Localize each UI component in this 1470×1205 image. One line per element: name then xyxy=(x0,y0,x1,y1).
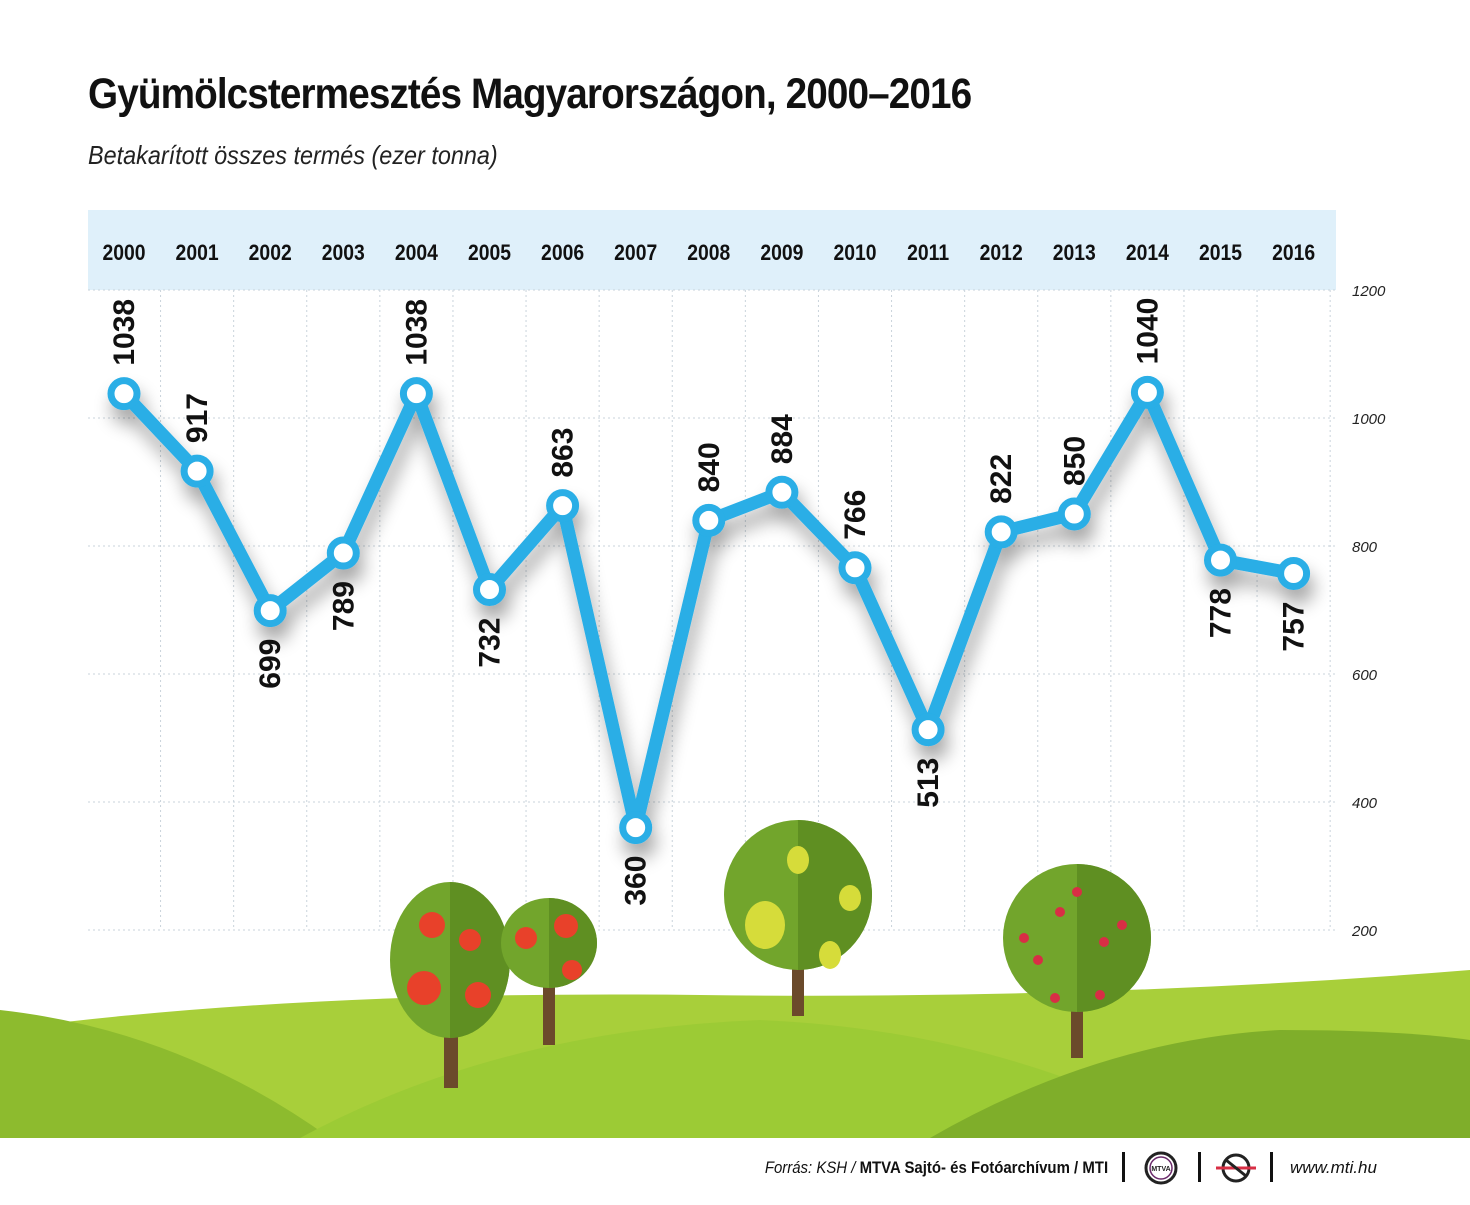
x-tick-label: 2003 xyxy=(322,241,365,265)
y-tick-label: 1200 xyxy=(1352,283,1386,300)
y-tick-label: 600 xyxy=(1352,667,1378,684)
data-label: 1038 xyxy=(400,299,433,366)
data-label: 778 xyxy=(1205,588,1238,638)
chart-subtitle: Betakarított összes termés (ezer tonna) xyxy=(88,140,498,170)
data-point-marker xyxy=(619,811,653,845)
x-tick-label: 2008 xyxy=(687,241,730,265)
data-label: 766 xyxy=(839,490,872,540)
data-point-marker xyxy=(1204,543,1237,577)
x-tick-label: 2002 xyxy=(249,241,292,265)
data-point-marker xyxy=(692,503,726,537)
x-tick-label: 2016 xyxy=(1272,241,1315,265)
line-chart: 2000 2001 2002 2003 2004 2005 2006 2007 2008 2009… xyxy=(0,210,1470,1138)
data-point-marker xyxy=(180,454,214,488)
data-label: 1038 xyxy=(108,299,141,366)
apple-tree-icon xyxy=(501,898,597,1045)
data-label: 917 xyxy=(181,393,214,443)
mti-logo-icon xyxy=(1216,1153,1256,1183)
chart-title: Gyümölcstermesztés Magyarországon, 2000–… xyxy=(88,70,972,118)
website-link[interactable]: www.mti.hu xyxy=(1290,1158,1377,1177)
y-axis-labels: 200 400 600 800 1000 1200 xyxy=(1351,283,1386,940)
x-tick-label: 2011 xyxy=(907,241,949,265)
data-label: 732 xyxy=(474,618,507,668)
x-tick-label: 2009 xyxy=(760,241,803,265)
data-point-marker xyxy=(1130,375,1164,409)
data-point-marker xyxy=(546,489,580,523)
data-label: 863 xyxy=(547,428,580,478)
x-tick-label: 2015 xyxy=(1199,241,1242,265)
x-axis-labels: 2000 2001 2002 2003 2004 2005 2006 2007 2008 2009… xyxy=(102,241,1315,265)
x-tick-label: 2006 xyxy=(541,241,584,265)
mtva-logo-text: MTVA xyxy=(1151,1166,1170,1173)
data-point-marker xyxy=(107,377,141,411)
mtva-logo-icon: MTVA xyxy=(1144,1151,1178,1185)
divider xyxy=(1270,1152,1273,1182)
source-bold: MTVA Sajtó- és Fotóarchívum / MTI xyxy=(859,1158,1108,1177)
data-label: 699 xyxy=(254,639,287,689)
y-tick-label: 800 xyxy=(1352,539,1378,556)
landscape-illustration xyxy=(0,820,1470,1138)
data-labels: 1038 917 699 789 1038 732 863 360 840 884 766 513 82… xyxy=(108,298,1311,906)
series-line-group xyxy=(107,375,1311,845)
x-tick-label: 2005 xyxy=(468,241,511,265)
footer: Forrás: KSH / MTVA Sajtó- és Fotóarchívu… xyxy=(0,1150,1470,1190)
data-label: 884 xyxy=(766,414,799,464)
cherry-tree-icon xyxy=(1003,864,1151,1058)
data-label: 1040 xyxy=(1131,298,1164,365)
data-label: 513 xyxy=(912,758,945,808)
data-label: 757 xyxy=(1278,602,1311,652)
data-point-marker xyxy=(253,594,287,628)
x-tick-label: 2000 xyxy=(102,241,145,265)
data-label: 850 xyxy=(1058,436,1091,486)
data-point-marker xyxy=(984,515,1018,549)
data-point-marker xyxy=(399,377,433,411)
pear-tree-icon xyxy=(724,820,872,1016)
divider xyxy=(1122,1152,1125,1182)
y-tick-label: 1000 xyxy=(1352,411,1386,428)
data-point-marker xyxy=(765,475,799,509)
data-point-marker xyxy=(1277,557,1311,591)
data-label: 789 xyxy=(327,581,360,631)
data-label: 360 xyxy=(620,856,653,906)
x-tick-label: 2004 xyxy=(395,241,439,265)
x-tick-label: 2014 xyxy=(1126,241,1170,265)
divider xyxy=(1198,1152,1201,1182)
year-header-band xyxy=(88,210,1336,290)
y-tick-label: 200 xyxy=(1351,923,1378,940)
data-label: 822 xyxy=(985,454,1018,504)
source-credit: Forrás: KSH / MTVA Sajtó- és Fotóarchívu… xyxy=(765,1158,1108,1178)
data-point-marker xyxy=(838,551,872,585)
data-point-marker xyxy=(326,536,360,570)
apple-tree-icon xyxy=(390,882,510,1088)
x-tick-label: 2001 xyxy=(176,241,219,265)
x-tick-label: 2010 xyxy=(833,241,876,265)
source-prefix: Forrás: KSH / xyxy=(764,1158,860,1177)
x-tick-label: 2007 xyxy=(614,241,657,265)
x-tick-label: 2012 xyxy=(980,241,1023,265)
data-point-marker xyxy=(911,713,945,747)
data-label: 840 xyxy=(693,442,726,492)
data-point-marker xyxy=(473,573,506,607)
x-tick-label: 2013 xyxy=(1053,241,1096,265)
data-point-marker xyxy=(1057,497,1091,531)
y-tick-label: 400 xyxy=(1352,795,1378,812)
